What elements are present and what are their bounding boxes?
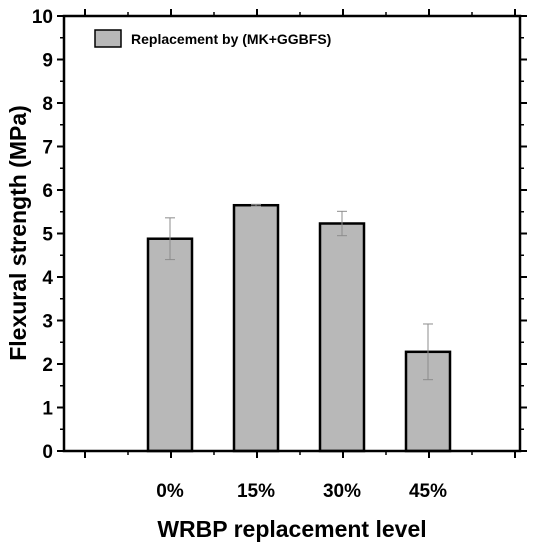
y-tick-label: 9 [42,51,53,72]
x-tick-label: 30% [323,481,361,502]
plot-frame [62,14,522,453]
bar [146,237,194,453]
legend-label: Replacement by (MK+GGBFS) [131,31,331,47]
y-tick-label: 3 [42,312,53,333]
bars-layer: 0% 15% 30% 45% [146,203,452,502]
y-axis-title: Flexural strength (MPa) [5,105,31,361]
bar [232,203,280,453]
legend-swatch [94,29,122,48]
x-tick-label: 15% [237,481,275,502]
y-tick-label: 0 [42,442,53,463]
y-tick-label: 6 [42,181,53,202]
legend: Replacement by (MK+GGBFS) [94,29,331,48]
y-tick-label: 2 [42,355,53,376]
y-tick-label: 8 [42,94,53,115]
ticks-layer: 0 1 2 3 4 5 6 7 8 9 10 [32,7,527,463]
x-tick-label: 0% [156,481,184,502]
x-tick-label: 45% [409,481,447,502]
y-tick-label: 5 [42,225,53,246]
y-tick-label: 7 [42,138,53,159]
bar [318,222,366,453]
x-axis-title: WRBP replacement level [157,516,426,542]
y-tick-label: 4 [42,268,53,289]
y-tick-label: 1 [42,399,53,420]
y-tick-label: 10 [32,7,53,28]
